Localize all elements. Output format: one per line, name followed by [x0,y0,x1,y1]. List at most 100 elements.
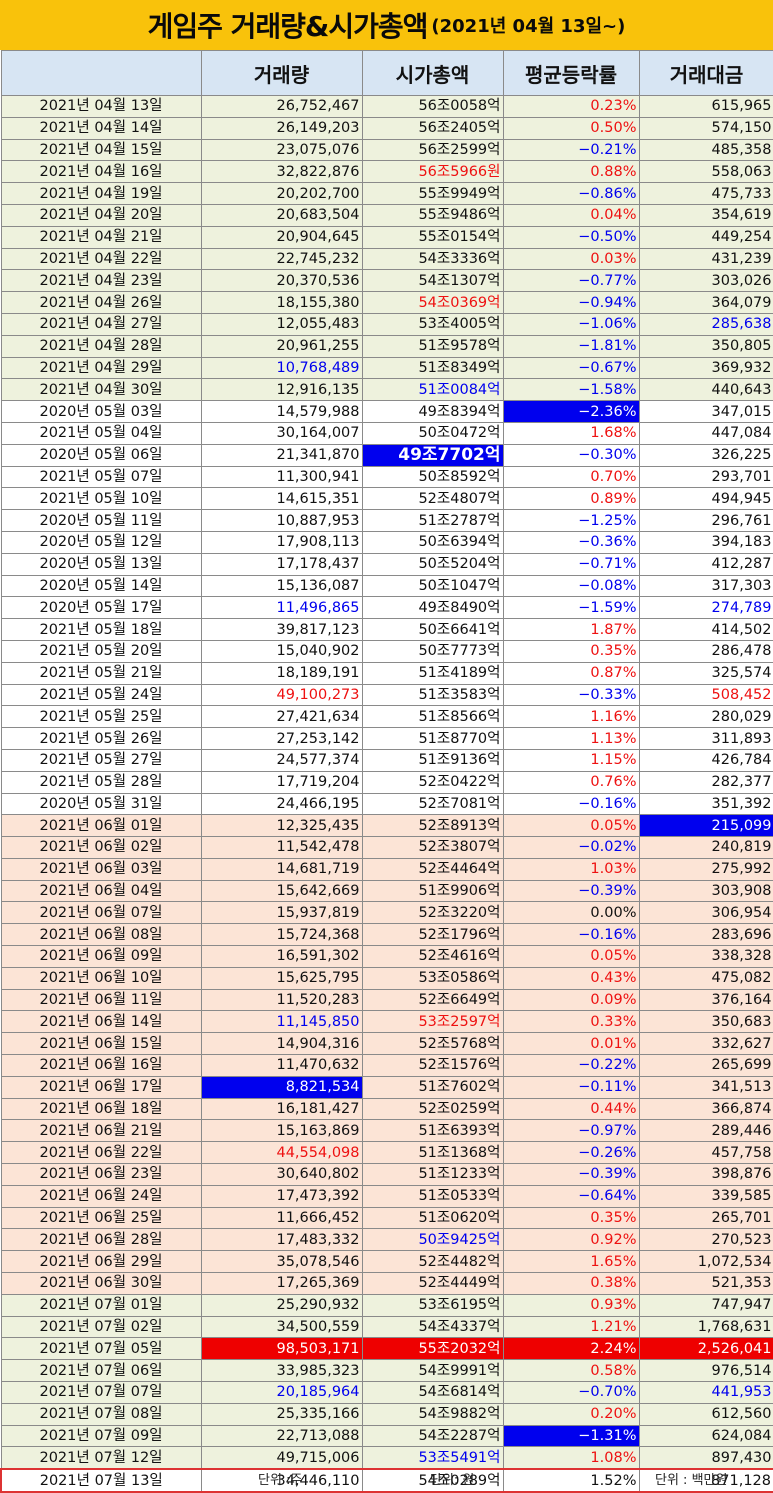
trade-amount-cell: 426,784 [638,748,773,772]
volume-cell: 18,155,380 [200,291,363,314]
trade-amount-cell: 317,303 [638,574,773,598]
table-row: 2020년 05월 17일 11,496,865 49조8490억 −1.59% 274… [0,596,773,620]
table-row: 2021년 06월 28일 17,483,332 50조9425억 0.92% 270,… [0,1228,773,1252]
header-market-cap: 시가총액 [361,50,504,96]
market-cap-cell: 51조0084억 [361,378,504,402]
volume-cell: 49,715,006 [200,1446,363,1470]
unit-cap-label: 단위: 원 [430,1473,475,1488]
date-cell: 2021년 07월 02일 [0,1315,202,1339]
avg-change-cell: −0.30% [502,443,640,467]
trade-amount-cell: 265,699 [638,1054,773,1077]
table-row: 2021년 06월 25일 11,666,452 51조0620억 0.35% 265,… [0,1206,773,1230]
date-cell: 2021년 06월 14일 [0,1010,202,1034]
avg-change-cell: −0.39% [502,879,640,903]
avg-change-cell: −0.22% [502,1054,640,1077]
avg-change-cell: 0.43% [502,966,640,990]
avg-change-cell: −0.08% [502,574,640,598]
header-date [0,50,202,96]
market-cap-cell: 52조0422억 [361,770,504,794]
date-cell: 2021년 06월 23일 [0,1163,202,1186]
avg-change-cell: −1.25% [502,509,640,532]
avg-change-cell: 0.87% [502,661,640,685]
trade-amount-cell: 351,392 [638,792,773,816]
trade-amount-cell: 303,026 [638,269,773,293]
date-cell: 2021년 04월 19일 [0,182,202,205]
volume-cell: 20,904,645 [200,225,363,249]
volume-cell: 14,904,316 [200,1032,363,1056]
volume-cell: 10,768,489 [200,356,363,380]
market-cap-cell: 54조0369억 [361,291,504,314]
avg-change-cell: 1.68% [502,421,640,445]
volume-cell: 22,745,232 [200,247,363,271]
date-cell: 2021년 05월 18일 [0,618,202,641]
table-row: 2021년 04월 26일 18,155,380 54조0369억 −0.94% 364… [0,291,773,314]
volume-cell: 16,591,302 [200,945,363,968]
date-cell: 2020년 05월 03일 [0,400,202,423]
market-cap-cell: 52조7081억 [361,792,504,816]
market-cap-cell: 55조0154억 [361,225,504,249]
trade-amount-cell: 521,353 [638,1272,773,1295]
avg-change-cell: −0.77% [502,269,640,293]
volume-cell: 26,752,467 [200,95,363,118]
volume-cell: 8,821,534 [200,1075,363,1099]
trade-amount-cell: 440,643 [638,378,773,402]
volume-cell: 24,466,195 [200,792,363,816]
volume-cell: 17,178,437 [200,552,363,576]
stock-table: 거래량 시가총액 평균등락률 거래대금 2021년 04월 13일 26,752,… [0,50,773,1493]
trade-amount-cell: 286,478 [638,639,773,663]
unit-volume-label: 단위 :주 [258,1473,303,1488]
market-cap-cell: 55조2032억 [361,1337,504,1361]
trade-amount-cell: 311,893 [638,727,773,750]
volume-cell: 20,683,504 [200,203,363,227]
market-cap-cell: 50조9425억 [361,1228,504,1252]
trade-amount-cell: 2,526,041 [638,1337,773,1361]
market-cap-cell: 54조4337억 [361,1315,504,1339]
market-cap-cell: 52조4482억 [361,1250,504,1274]
date-cell: 2021년 06월 30일 [0,1272,202,1295]
trade-amount-cell: 339,585 [638,1184,773,1208]
market-cap-cell: 51조1368억 [361,1141,504,1165]
table-row: 2021년 04월 23일 20,370,536 54조1307억 −0.77% 303… [0,269,773,293]
date-cell: 2021년 04월 28일 [0,334,202,358]
date-cell: 2021년 07월 01일 [0,1293,202,1317]
date-cell: 2021년 06월 15일 [0,1032,202,1056]
date-cell: 2020년 05월 13일 [0,552,202,576]
trade-amount-cell: 398,876 [638,1163,773,1186]
avg-change-cell: 0.44% [502,1097,640,1121]
table-row: 2021년 05월 25일 27,421,634 51조8566억 1.16% 280,… [0,705,773,729]
avg-change-cell: −1.58% [502,378,640,402]
market-cap-cell: 54조3336억 [361,247,504,271]
table-row: 2021년 04월 20일 20,683,504 55조9486억 0.04% 354,… [0,203,773,227]
market-cap-cell: 50조6641억 [361,618,504,641]
trade-amount-cell: 431,239 [638,247,773,271]
date-cell: 2021년 04월 26일 [0,291,202,314]
date-cell: 2021년 05월 04일 [0,421,202,445]
market-cap-cell: 49조8490억 [361,596,504,620]
volume-cell: 14,615,351 [200,487,363,511]
market-cap-cell: 52조5768억 [361,1032,504,1056]
table-row: 2021년 07월 02일 34,500,559 54조4337억 1.21% 1,76… [0,1315,773,1339]
table-row: 2020년 05월 06일 21,341,870 49조7702억 −0.30% 326… [0,443,773,467]
avg-change-cell: 0.93% [502,1293,640,1317]
trade-amount-cell: 414,502 [638,618,773,641]
avg-change-cell: −0.16% [502,792,640,816]
trade-amount-cell: 475,082 [638,966,773,990]
avg-change-cell: −0.97% [502,1119,640,1143]
market-cap-cell: 51조6393억 [361,1119,504,1143]
trade-amount-cell: 325,574 [638,661,773,685]
table-row: 2021년 04월 21일 20,904,645 55조0154억 −0.50% 449… [0,225,773,249]
table-row: 2021년 06월 21일 15,163,869 51조6393억 −0.97% 289… [0,1119,773,1143]
volume-cell: 27,253,142 [200,727,363,750]
table-row: 2021년 06월 16일 11,470,632 52조1576억 −0.22% 265… [0,1054,773,1077]
table-row: 2021년 06월 29일 35,078,546 52조4482억 1.65% 1,07… [0,1250,773,1274]
volume-cell: 10,887,953 [200,509,363,532]
header-volume: 거래량 [200,50,363,96]
volume-cell: 15,625,795 [200,966,363,990]
trade-amount-cell: 412,287 [638,552,773,576]
volume-cell: 15,136,087 [200,574,363,598]
table-row: 2021년 06월 17일 8,821,534 51조7602억 −0.11% 341,… [0,1075,773,1099]
volume-cell: 17,719,204 [200,770,363,794]
trade-amount-cell: 574,150 [638,116,773,140]
market-cap-cell: 56조2599억 [361,138,504,162]
volume-cell: 14,579,988 [200,400,363,423]
